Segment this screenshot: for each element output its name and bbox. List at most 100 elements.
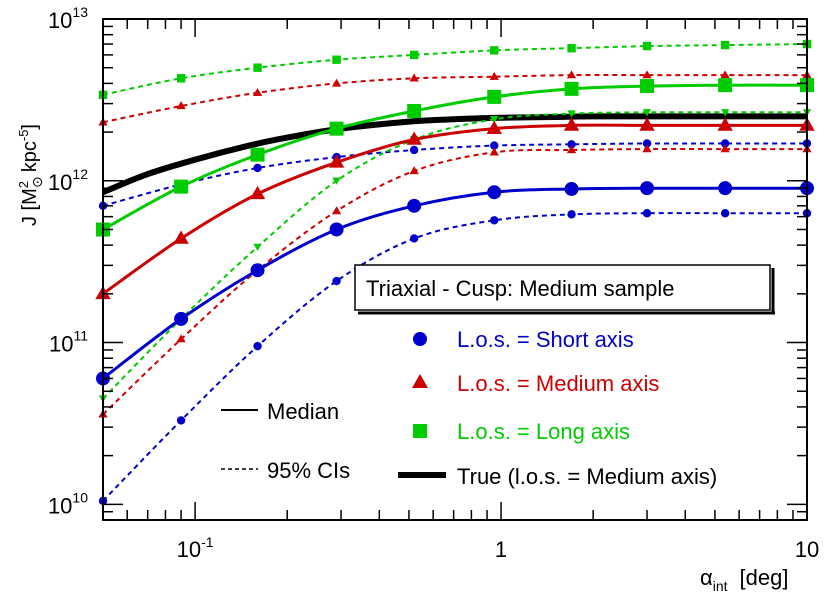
- data-point: [249, 185, 266, 200]
- series-line: [103, 142, 807, 207]
- data-point: [176, 334, 186, 343]
- y-tick-label-base: 10: [48, 493, 72, 518]
- data-point: [329, 222, 344, 237]
- data-point: [720, 40, 730, 50]
- data-point: [567, 210, 576, 219]
- y-tick-label-base: 10: [49, 332, 73, 357]
- data-point: [250, 147, 265, 162]
- data-point: [639, 117, 655, 131]
- y-tick-label-exp: 10: [72, 489, 88, 505]
- data-point: [567, 110, 576, 118]
- data-point: [487, 185, 502, 200]
- x-tick-label: 1: [495, 537, 507, 562]
- legend-label-long: L.o.s. = Long axis: [457, 419, 630, 444]
- data-point: [642, 41, 652, 51]
- y-tick-label: 1012: [48, 166, 88, 195]
- data-point: [490, 116, 499, 124]
- x-axis-title: αint [deg]: [700, 565, 788, 594]
- y-axis-title-sup: 2: [16, 181, 31, 188]
- data-point: [642, 209, 652, 218]
- data-point: [331, 206, 342, 215]
- data-point: [409, 73, 419, 82]
- data-point: [642, 139, 652, 148]
- data-point: [563, 117, 580, 131]
- data-point: [567, 140, 576, 149]
- plot-frame: [102, 18, 808, 521]
- y-axis-title-prefix: J [M: [19, 188, 41, 226]
- data-point: [717, 117, 733, 131]
- data-point: [564, 181, 579, 196]
- data-point: [409, 145, 419, 155]
- data-point: [564, 81, 579, 96]
- series-line: [103, 83, 807, 231]
- data-point: [332, 55, 341, 64]
- data-point: [489, 71, 499, 80]
- data-point: [332, 177, 341, 185]
- data-point: [409, 166, 419, 175]
- data-point: [409, 50, 419, 60]
- data-point: [640, 181, 655, 196]
- x-axis-title-main: α: [700, 565, 713, 590]
- data-point: [331, 78, 342, 87]
- x-axis-title-sub: int: [713, 578, 728, 594]
- legend-label-short: L.o.s. = Short axis: [457, 327, 634, 352]
- y-axis-title-suffix: ]: [19, 124, 41, 130]
- data-point: [718, 181, 733, 196]
- data-point: [566, 70, 577, 79]
- legend-marker-long: [413, 424, 427, 438]
- series-short-median: [96, 181, 814, 386]
- series-short-ci-1: [98, 209, 812, 506]
- series-line: [103, 123, 807, 296]
- legend-title-box: [354, 264, 771, 311]
- data-point: [566, 145, 577, 154]
- data-point: [409, 234, 419, 243]
- legend: Triaxial - Cusp: Medium sample L.o.s. = …: [221, 264, 775, 489]
- data-point: [490, 216, 499, 225]
- data-point: [406, 131, 422, 145]
- y-tick-label-exp: 12: [72, 166, 88, 182]
- data-point: [253, 63, 262, 72]
- y-axis-title-sup2: -5: [16, 130, 31, 142]
- data-point: [642, 70, 652, 79]
- series-line: [103, 212, 807, 502]
- series-line: [103, 73, 807, 124]
- legend-label-medium: L.o.s. = Medium axis: [457, 371, 659, 396]
- x-axis-title-unit: [deg]: [740, 565, 789, 590]
- data-point: [174, 311, 189, 326]
- data-point: [173, 230, 189, 244]
- data-point: [328, 154, 345, 168]
- legend-label-true: True (l.o.s. = Medium axis): [457, 464, 717, 489]
- x-tick-label: 10: [795, 537, 819, 562]
- true-curve-line: [103, 113, 807, 195]
- data-point: [176, 101, 186, 110]
- y-tick-label-base: 10: [48, 170, 72, 195]
- x-tick-label-exp: -1: [201, 534, 214, 550]
- data-point: [407, 198, 422, 213]
- data-point: [720, 209, 730, 218]
- legend-marker-short: [413, 332, 427, 346]
- data-point: [720, 139, 730, 148]
- y-tick-label-base: 10: [48, 8, 72, 33]
- legend-label-median-style: Median: [267, 399, 339, 424]
- legend-marker-medium: [412, 374, 428, 388]
- data-point: [250, 263, 265, 278]
- data-point: [567, 43, 576, 53]
- data-point: [407, 103, 422, 118]
- data-point: [253, 243, 262, 251]
- data-point: [720, 144, 730, 153]
- data-point: [489, 147, 499, 156]
- data-point: [176, 74, 186, 83]
- y-axis-title-sub: ⊙: [29, 176, 45, 188]
- y-axis-title: J [M2⊙ kpc-5]: [16, 124, 45, 226]
- legend-title: Triaxial - Cusp: Medium sample: [366, 276, 675, 301]
- data-point: [487, 89, 502, 104]
- data-point: [329, 121, 344, 136]
- y-axis-title-mid: kpc: [19, 141, 41, 172]
- data-point: [253, 163, 262, 173]
- data-point: [490, 141, 499, 150]
- data-point: [486, 120, 502, 134]
- data-point: [253, 341, 262, 351]
- y-tick-label-exp: 11: [73, 328, 88, 344]
